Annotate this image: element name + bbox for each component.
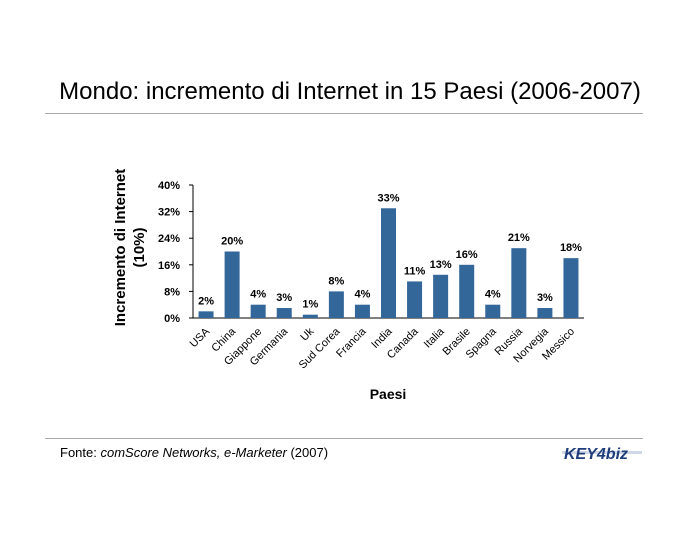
- x-axis-title: Paesi: [370, 386, 407, 402]
- data-label: 4%: [250, 289, 266, 301]
- data-label: 3%: [276, 292, 292, 304]
- title-divider: [45, 113, 643, 114]
- bar-chart: 0%8%16%24%32%40%2%USA20%China4%Giappone3…: [112, 169, 584, 402]
- source-note: Fonte: comScore Networks, e-Marketer (20…: [60, 445, 328, 460]
- data-label: 33%: [377, 192, 399, 204]
- source-prefix: Fonte:: [60, 445, 101, 460]
- bar: [302, 314, 318, 318]
- bar: [354, 304, 370, 318]
- y-tick-label: 40%: [158, 180, 180, 192]
- key4biz-logo: KEY4biz: [562, 446, 642, 463]
- bar: [433, 274, 449, 318]
- bar: [459, 264, 475, 318]
- y-axis-title-line: Incremento di Internet: [112, 169, 129, 327]
- y-tick-label: 0%: [164, 313, 180, 325]
- bar: [276, 308, 292, 318]
- y-tick-label: 16%: [158, 260, 180, 272]
- data-label: 4%: [485, 289, 501, 301]
- bar: [224, 251, 240, 318]
- source-suffix: (2007): [286, 445, 329, 460]
- y-tick-label: 8%: [164, 286, 180, 298]
- bar: [563, 258, 579, 318]
- y-axis-title-line: (10%): [131, 227, 148, 267]
- bar: [328, 291, 344, 318]
- bar: [537, 308, 553, 318]
- data-label: 3%: [537, 292, 553, 304]
- category-label: Uk: [298, 325, 316, 343]
- bar: [381, 208, 396, 318]
- data-label: 18%: [560, 242, 582, 254]
- category-label: Francia: [334, 325, 369, 360]
- footer-divider: [45, 438, 643, 439]
- data-label: 13%: [430, 259, 452, 271]
- source-names: comScore Networks, e-Marketer: [100, 445, 287, 460]
- chart-title: Mondo: incremento di Internet in 15 Paes…: [59, 78, 641, 105]
- bar: [198, 311, 214, 318]
- data-label: 1%: [302, 299, 318, 311]
- bar: [511, 248, 527, 318]
- data-label: 16%: [456, 249, 478, 261]
- y-tick-label: 24%: [158, 233, 180, 245]
- data-label: 21%: [508, 232, 530, 244]
- data-label: 2%: [198, 295, 214, 307]
- bar: [250, 304, 266, 318]
- y-tick-label: 32%: [158, 207, 180, 219]
- data-label: 20%: [221, 236, 243, 248]
- svg-text:KEY4biz: KEY4biz: [564, 446, 628, 463]
- bar: [407, 281, 423, 318]
- y-axis-title: Incremento di Internet (10%): [112, 169, 148, 327]
- bar: [485, 304, 501, 318]
- data-label: 8%: [328, 275, 344, 287]
- data-label: 11%: [404, 265, 426, 277]
- data-label: 4%: [354, 289, 370, 301]
